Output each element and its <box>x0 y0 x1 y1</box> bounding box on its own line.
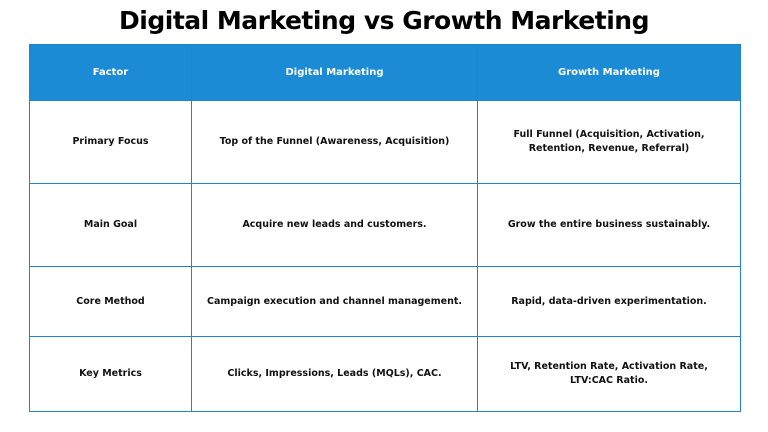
table-cell: Acquire new leads and customers. <box>191 183 478 267</box>
header-cell: Digital Marketing <box>191 44 478 101</box>
row-label: Main Goal <box>29 183 192 267</box>
row-label: Primary Focus <box>29 100 192 184</box>
header-row: Factor Digital Marketing Growth Marketing <box>29 44 741 101</box>
row-label: Key Metrics <box>29 336 192 412</box>
table-cell: Clicks, Impressions, Leads (MQLs), CAC. <box>191 336 478 412</box>
table-row: Core Method Campaign execution and channe… <box>29 266 741 337</box>
table-row: Key Metrics Clicks, Impressions, Leads (M… <box>29 336 741 412</box>
table-row: Primary Focus Top of the Funnel (Awarenes… <box>29 100 741 184</box>
page-title: Digital Marketing vs Growth Marketing <box>119 6 649 35</box>
table-cell: Top of the Funnel (Awareness, Acquisitio… <box>191 100 478 184</box>
table-cell: Rapid, data-driven experimentation. <box>477 266 741 337</box>
table-cell: Campaign execution and channel managemen… <box>191 266 478 337</box>
header-cell: Growth Marketing <box>477 44 741 101</box>
header-cell: Factor <box>29 44 192 101</box>
table-row: Main Goal Acquire new leads and customers… <box>29 183 741 267</box>
table-cell: Full Funnel (Acquisition, Activation, Re… <box>477 100 741 184</box>
comparison-table: Factor Digital Marketing Growth Marketing … <box>29 44 741 412</box>
row-label: Core Method <box>29 266 192 337</box>
table-cell: Grow the entire business sustainably. <box>477 183 741 267</box>
table-cell: LTV, Retention Rate, Activation Rate, LT… <box>477 336 741 412</box>
